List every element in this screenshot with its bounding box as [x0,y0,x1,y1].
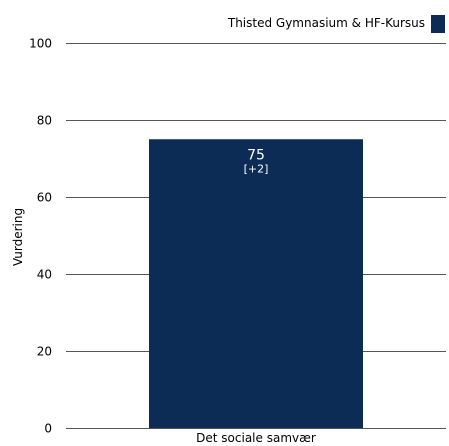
x-axis-ticks: Det sociale samvær [196,431,316,445]
y-tick-label: 0 [44,422,52,436]
bars [149,139,363,428]
y-axis-ticks: 0 20 40 60 80 100 [29,37,52,436]
y-tick-label: 40 [37,268,52,282]
x-tick-label: Det sociale samvær [196,431,316,445]
y-tick-label: 20 [37,345,52,359]
legend-swatch [431,15,445,33]
bar-change-label: [+2] [244,162,269,175]
y-axis-title: Vurdering [11,208,25,266]
y-tick-label: 60 [37,191,52,205]
y-tick-label: 80 [37,114,52,128]
bar-value-label: 75 [247,147,265,163]
legend[interactable]: Thisted Gymnasium & HF-Kursus [227,15,445,33]
data-labels: 75[+2] [244,147,269,175]
legend-label: Thisted Gymnasium & HF-Kursus [227,16,425,30]
y-tick-label: 100 [29,37,52,51]
bar [149,139,363,428]
